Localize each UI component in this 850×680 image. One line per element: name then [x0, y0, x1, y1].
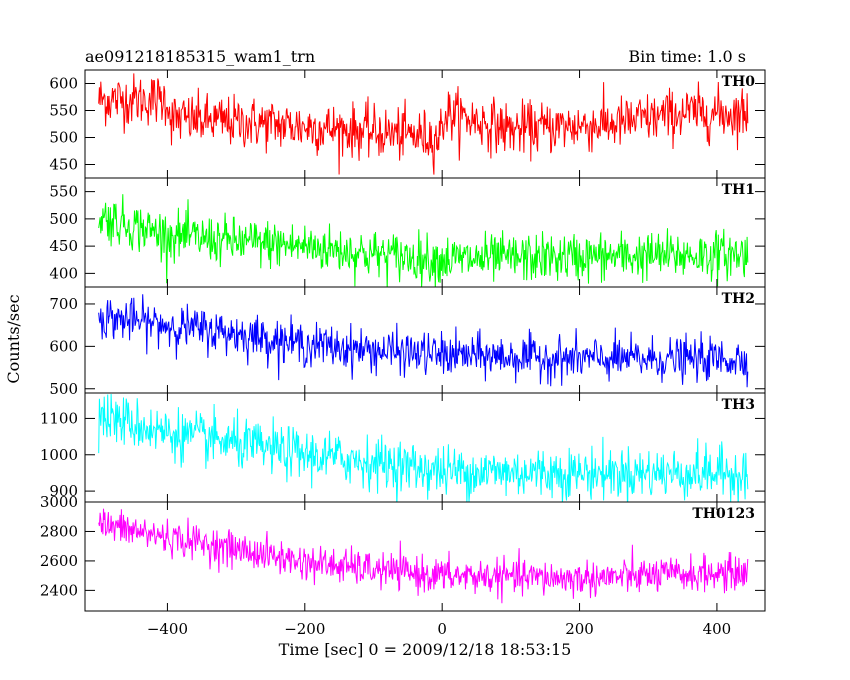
- y-tick-label: 1100: [40, 409, 78, 427]
- y-tick-label: 450: [49, 156, 78, 174]
- panel-label-th1: TH1: [722, 182, 755, 198]
- y-tick-label: 2400: [40, 581, 78, 599]
- y-tick-label: 550: [49, 102, 78, 120]
- panels-layer: 450 500 550 600 TH0 400 450 500 550 TH1 500 600 700 T…: [40, 69, 766, 638]
- panel-frame: [84, 392, 766, 503]
- panel-th3: 900 1000 1100 TH3: [40, 392, 766, 503]
- x-axis-label: Time [sec] 0 = 2009/12/18 18:53:15: [279, 640, 572, 659]
- y-tick-label: 500: [49, 210, 78, 228]
- series-line-th2: [98, 294, 749, 388]
- y-tick-label: 500: [49, 380, 78, 398]
- y-tick-label: 550: [49, 183, 78, 201]
- y-tick-label: 500: [49, 129, 78, 147]
- panel-label-th0: TH0: [722, 74, 756, 90]
- chart-title: ae091218185315_wam1_trn: [85, 47, 315, 66]
- series-line-th0: [98, 73, 749, 175]
- x-tick-label: −400: [147, 620, 188, 638]
- panel-th1: 400 450 500 550 TH1: [49, 177, 766, 288]
- x-tick-label: 200: [565, 620, 594, 638]
- panel-th0123: 2400 2600 2800 3000 TH0123: [40, 493, 766, 612]
- panel-th2: 500 600 700 TH2: [49, 286, 766, 398]
- y-tick-label: 700: [49, 295, 78, 313]
- y-tick-label: 3000: [40, 493, 78, 511]
- y-tick-label: 400: [49, 264, 78, 282]
- y-tick-label: 2800: [40, 522, 78, 540]
- series-line-th0123: [98, 508, 749, 604]
- y-tick-label: 2600: [40, 552, 78, 570]
- x-tick-label: 0: [437, 620, 447, 638]
- y-tick-label: 1000: [40, 446, 78, 464]
- x-tick-label: 400: [703, 620, 732, 638]
- x-tick-label: −200: [284, 620, 325, 638]
- y-tick-label: 600: [49, 75, 78, 93]
- y-axis-label: Counts/sec: [4, 294, 23, 383]
- panel-label-th3: TH3: [722, 397, 755, 413]
- y-tick-label: 450: [49, 237, 78, 255]
- y-tick-label: 600: [49, 337, 78, 355]
- panel-label-th0123: TH0123: [692, 506, 755, 522]
- bin-time-label: Bin time: 1.0 s: [628, 47, 746, 66]
- panel-th0: 450 500 550 600 TH0: [49, 69, 766, 179]
- y-tick-label: 900: [49, 482, 78, 500]
- series-line-th1: [98, 194, 749, 287]
- series-line-th3: [98, 393, 749, 502]
- panel-frame: [84, 501, 766, 612]
- panel-label-th2: TH2: [722, 291, 755, 307]
